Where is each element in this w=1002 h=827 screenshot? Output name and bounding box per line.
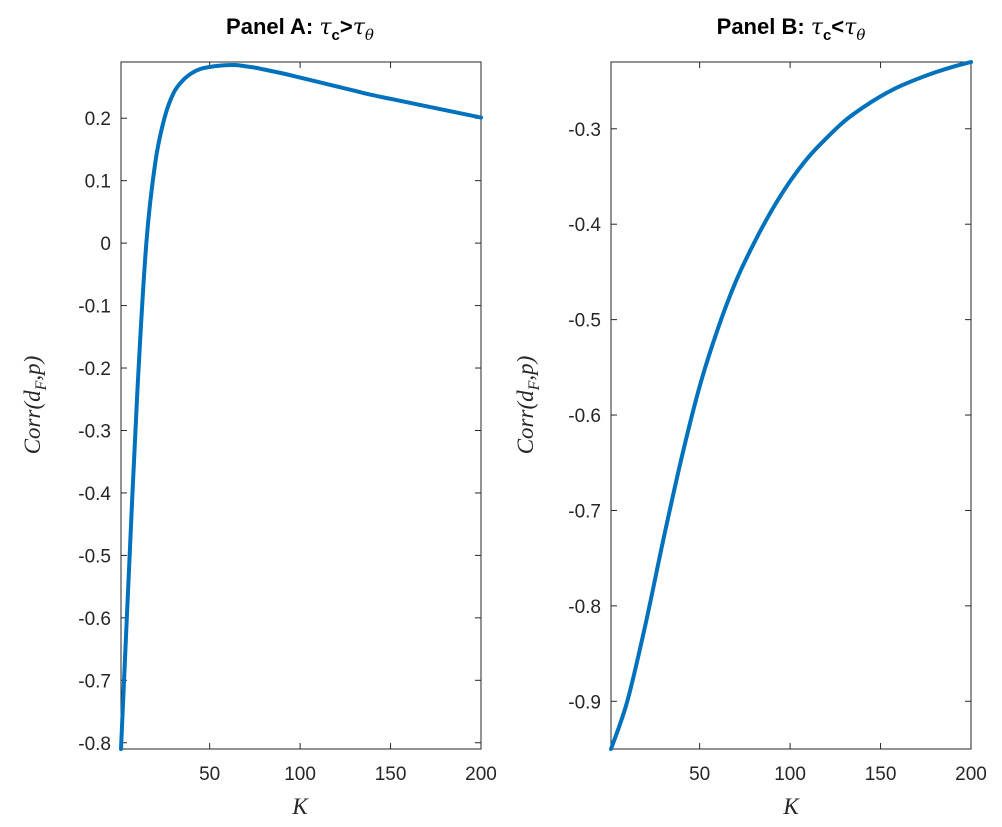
x-tick-label: 150 — [865, 764, 897, 785]
y-tick-label: 0 — [100, 234, 111, 255]
y-tick-label: -0.6 — [78, 609, 111, 630]
y-tick-label: 0.1 — [85, 172, 111, 193]
panel-a-ylabel: Corr(dF,p) — [20, 356, 50, 455]
y-tick-label: -0.9 — [568, 692, 601, 713]
panel-a-xlabel: K — [291, 794, 309, 819]
y-tick-label: -0.7 — [78, 671, 111, 692]
y-tick-label: -0.1 — [78, 297, 111, 318]
x-tick-label: 100 — [284, 764, 316, 785]
y-tick-label: -0.2 — [78, 359, 111, 380]
panel-b-xlabel: K — [782, 794, 800, 819]
y-tick-label: -0.4 — [568, 215, 601, 236]
x-tick-label: 50 — [199, 764, 220, 785]
panel-b-ylabel: Corr(dF,p) — [513, 356, 543, 455]
panel-b-plot-area — [610, 61, 972, 750]
y-tick-label: 0.2 — [85, 109, 111, 130]
y-tick-label: -0.5 — [78, 546, 111, 567]
y-tick-label: -0.3 — [568, 120, 601, 141]
y-tick-label: -0.8 — [78, 734, 111, 755]
panel-a-plot-area — [120, 61, 482, 750]
panel-b-title: Panel B: τc<τθ — [717, 14, 866, 44]
x-tick-label: 50 — [689, 764, 710, 785]
x-tick-label: 200 — [465, 764, 497, 785]
y-tick-label: -0.8 — [568, 597, 601, 618]
panel-a: Panel A: τc>τθ K Corr(dF,p) 50 100 150 200 -… — [20, 14, 497, 819]
x-tick-label: 200 — [955, 764, 987, 785]
x-tick-label: 100 — [774, 764, 806, 785]
y-tick-label: -0.4 — [78, 484, 111, 505]
panel-b: Panel B: τc<τθ K Corr(dF,p) 50 100 150 200 -… — [513, 14, 987, 819]
panel-a-title: Panel A: τc>τθ — [226, 14, 374, 44]
y-tick-label: -0.3 — [78, 421, 111, 442]
x-tick-label: 150 — [375, 764, 407, 785]
y-tick-label: -0.6 — [568, 406, 601, 427]
y-tick-label: -0.5 — [568, 311, 601, 332]
y-tick-label: -0.7 — [568, 501, 601, 522]
panel-a-series-line — [119, 63, 483, 751]
panel-b-series-line — [609, 60, 973, 751]
